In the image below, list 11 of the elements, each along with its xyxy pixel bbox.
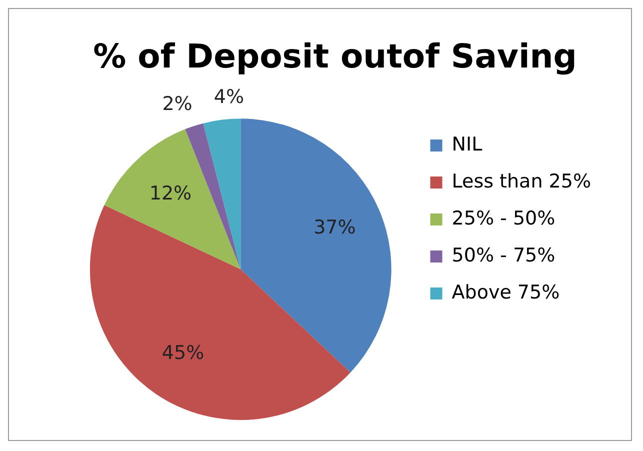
legend-label: 50% - 75% [452,244,556,266]
legend-label: Above 75% [452,281,560,304]
data-label: 4% [214,86,244,108]
legend-label: NIL [452,133,483,156]
legend-label: Less than 25% [452,170,592,192]
data-label: 45% [162,342,204,364]
data-label: 37% [314,216,356,239]
data-label: 12% [149,182,192,205]
chart-title: % of Deposit outof Saving [93,36,577,76]
data-label: 2% [162,92,192,115]
legend-label: 25% - 50% [452,207,556,230]
